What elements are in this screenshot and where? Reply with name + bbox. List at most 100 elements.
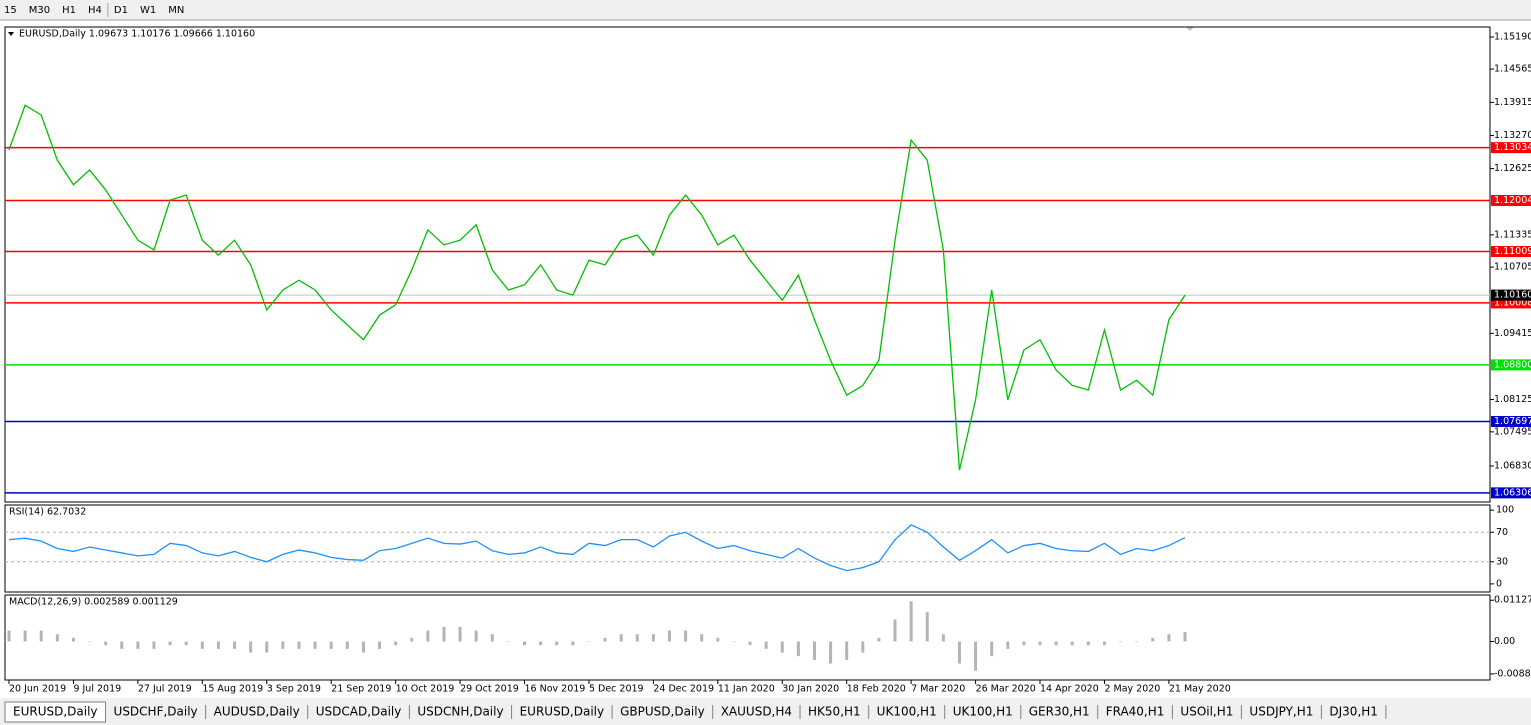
panel-title: MACD(12,26,9) 0.002589 0.001129 (9, 597, 178, 608)
macd-bar (329, 641, 333, 649)
tab-label: GBPUSD,Daily (620, 705, 705, 719)
y-tick-label: 1.13915 (1494, 97, 1531, 108)
macd-bar (490, 634, 494, 642)
symbol-tab[interactable]: UK100,H1 (869, 702, 946, 722)
toolbar (0, 0, 1531, 20)
macd-bar (1102, 641, 1106, 646)
symbol-tab[interactable]: USDJPY,H1 (1241, 702, 1322, 722)
x-tick-label: 5 Dec 2019 (589, 684, 644, 695)
panel-frame (4, 504, 1491, 593)
tab-label: FRA40,H1 (1106, 705, 1165, 719)
y-tick-label: 0 (1496, 578, 1502, 589)
x-tick-label: 11 Jan 2020 (718, 684, 775, 695)
macd-bar (619, 634, 623, 642)
symbol-tab[interactable]: EURUSD,Daily (512, 702, 613, 722)
symbol-tab[interactable]: GER30,H1 (1021, 702, 1099, 722)
macd-bar (442, 626, 446, 642)
level-label: 1.11009 (1494, 246, 1531, 257)
symbol-tab[interactable]: USDCHF,Daily (106, 702, 207, 722)
timeframe-button[interactable]: H4 (88, 5, 102, 16)
macd-bar (361, 641, 365, 653)
symbol-tab[interactable]: HK50,H1 (800, 702, 870, 722)
macd-bar (1086, 641, 1090, 646)
macd-bar (957, 641, 961, 664)
tab-label: UK100,H1 (953, 705, 1013, 719)
macd-bar (861, 641, 865, 653)
x-tick-label: 21 Sep 2019 (331, 684, 391, 695)
macd-bar (893, 619, 897, 642)
symbol-tab[interactable]: USDCAD,Daily (308, 702, 410, 722)
tab-label: USDCAD,Daily (316, 705, 402, 719)
symbol-tab[interactable]: AUDUSD,Daily (206, 702, 309, 722)
macd-bar (990, 641, 994, 657)
y-tick-label: 30 (1496, 556, 1508, 567)
symbol-tab[interactable]: UK100,H1 (945, 702, 1022, 722)
timeframe-label: 15 (4, 5, 17, 16)
x-tick-label: 9 Jul 2019 (73, 684, 121, 695)
x-tick-label: 26 Mar 2020 (976, 684, 1036, 695)
y-tick-label: 1.10705 (1494, 262, 1531, 273)
y-tick-label: 1.06830 (1494, 460, 1531, 471)
symbol-tab[interactable]: DJ30,H1 (1321, 702, 1387, 722)
macd-bar (1167, 634, 1171, 642)
tab-label: EURUSD,Daily (13, 705, 98, 719)
tab-label: UK100,H1 (877, 705, 937, 719)
timeframe-label: W1 (140, 5, 156, 16)
x-tick-label: 2 May 2020 (1104, 684, 1160, 695)
x-tick-label: 20 Jun 2019 (9, 684, 66, 695)
macd-bar (941, 634, 945, 642)
macd-bar (506, 641, 510, 643)
tab-label: EURUSD,Daily (520, 705, 605, 719)
macd-bar (571, 641, 575, 646)
macd-bar (700, 634, 704, 642)
level-label-box (1491, 359, 1531, 371)
price-line (8, 524, 1186, 572)
macd-bar (249, 641, 253, 653)
tab-bar (0, 698, 1531, 725)
macd-bar (216, 641, 220, 649)
x-tick-label: 14 Apr 2020 (1040, 684, 1099, 695)
macd-bar (1135, 641, 1139, 643)
macd-bar (120, 641, 124, 649)
y-tick-label: 1.15190 (1494, 32, 1531, 43)
symbol-tab[interactable]: EURUSD,Daily (4, 701, 107, 723)
panel-frame (4, 26, 1491, 503)
timeframe-button[interactable]: W1 (140, 5, 156, 16)
y-tick-label: 0.011277 (1494, 595, 1531, 606)
timeframe-button[interactable]: D1 (114, 5, 128, 16)
timeframe-button[interactable]: 15 (4, 5, 17, 16)
x-tick-label: 27 Jul 2019 (138, 684, 192, 695)
tab-label: XAUUSD,H4 (721, 705, 792, 719)
timeframe-button[interactable]: H1 (62, 5, 76, 16)
level-label: 1.08800 (1494, 359, 1531, 370)
tab-label: AUDUSD,Daily (214, 705, 300, 719)
y-tick-label: 70 (1496, 527, 1508, 538)
panel-frame (4, 594, 1491, 681)
y-tick-label: 100 (1496, 505, 1514, 516)
symbol-tab[interactable]: XAUUSD,H4 (713, 702, 801, 722)
macd-bar (829, 641, 833, 664)
macd-bar (345, 641, 349, 649)
timeframe-label: M30 (29, 5, 50, 16)
symbol-tab[interactable]: USOil,H1 (1172, 702, 1242, 722)
macd-bar (796, 641, 800, 657)
level-label-box (1491, 415, 1531, 427)
macd-bar (667, 630, 671, 642)
macd-bar (780, 641, 784, 653)
current-price-label: 1.10160 (1494, 290, 1531, 301)
level-label: 1.10008 (1494, 297, 1531, 308)
macd-bar (394, 641, 398, 646)
macd-bar (1151, 637, 1155, 642)
macd-bar (55, 634, 59, 642)
chart-menu-arrow (8, 32, 14, 36)
symbol-tab[interactable]: USDCNH,Daily (409, 702, 513, 722)
y-tick-label: 1.07495 (1494, 426, 1531, 437)
timeframe-button[interactable]: MN (168, 5, 184, 16)
symbol-tab[interactable]: GBPUSD,Daily (612, 702, 714, 722)
x-tick-label: 30 Jan 2020 (782, 684, 839, 695)
symbol-tab[interactable]: FRA40,H1 (1098, 702, 1173, 722)
timeframe-button[interactable]: M30 (29, 5, 50, 16)
tab-label: USDJPY,H1 (1249, 705, 1313, 719)
y-tick-label: 1.09415 (1494, 328, 1531, 339)
